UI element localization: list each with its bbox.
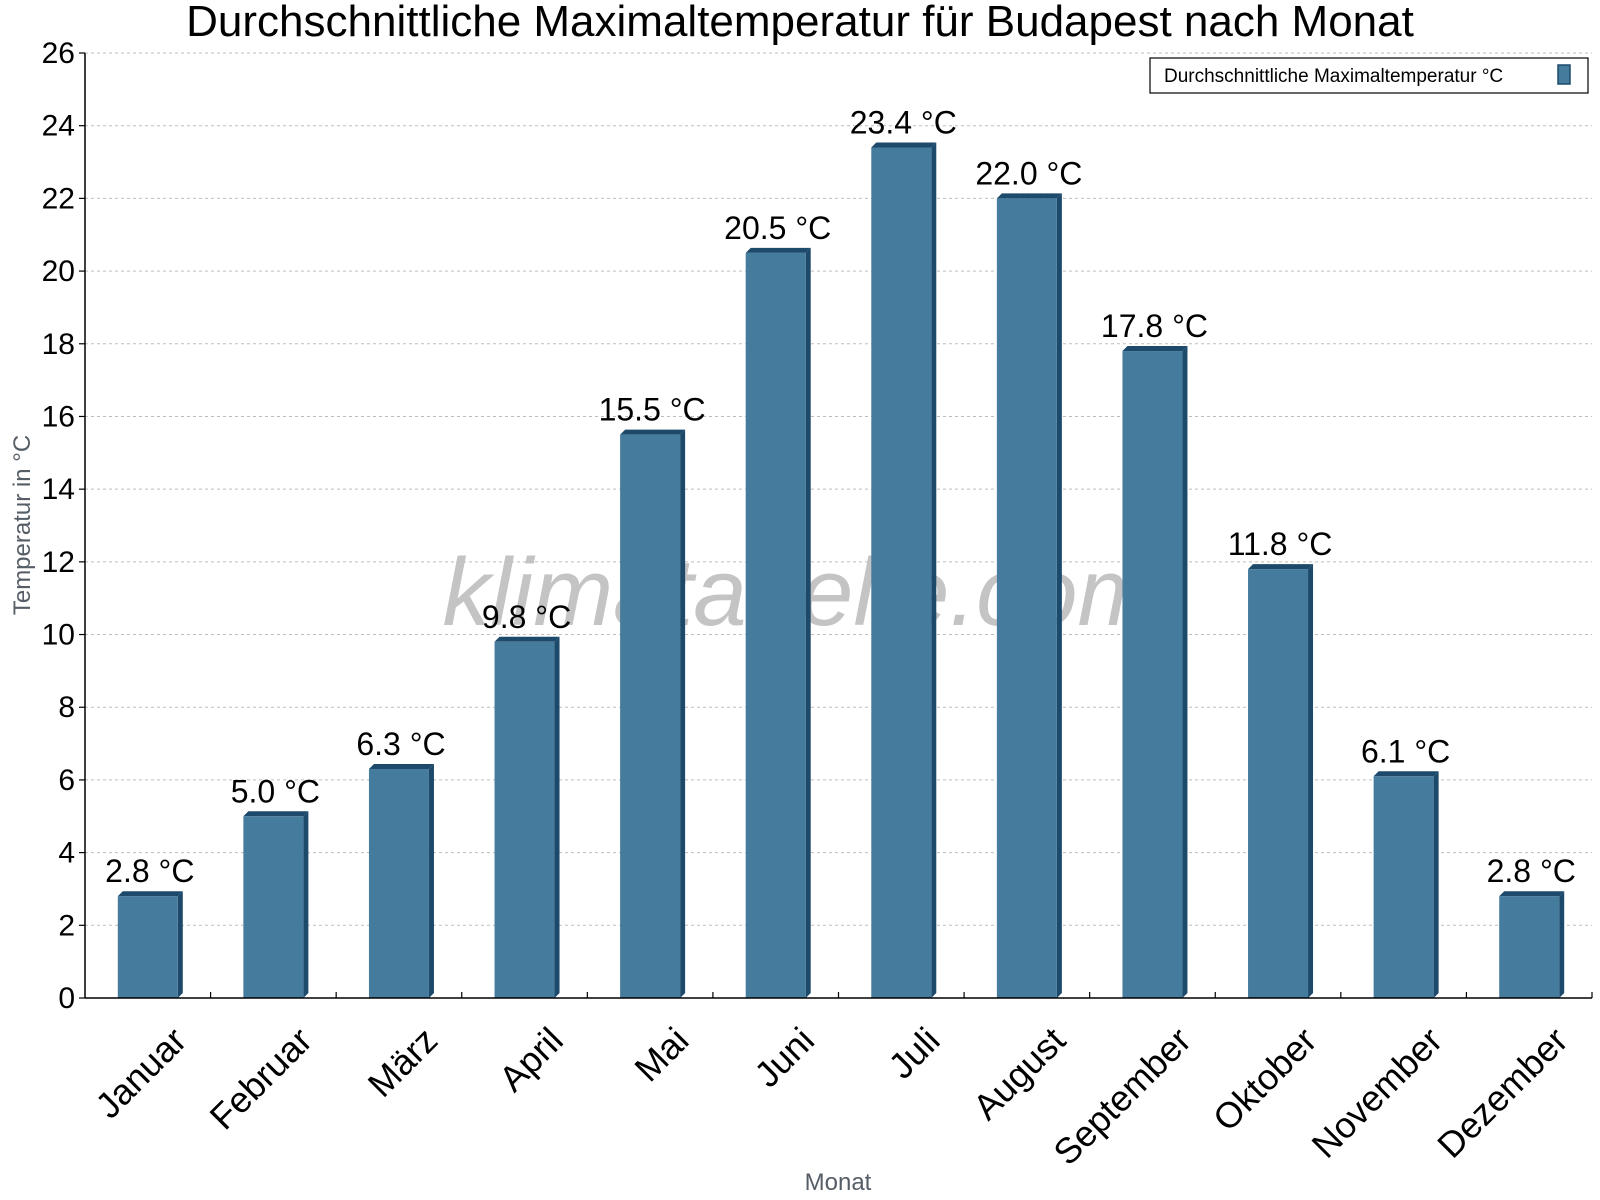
- legend: Durchschnittliche Maximaltemperatur °C: [1149, 57, 1589, 94]
- x-tick-label: Februar: [202, 1019, 320, 1137]
- axes: [84, 53, 1592, 999]
- bar-top: [243, 811, 309, 817]
- x-axis-ticks: Januar Februar März April Mai Juni Juli AugustS…: [87, 992, 1593, 1173]
- bar-side: [1182, 346, 1188, 998]
- bar-side: [1056, 193, 1062, 998]
- bar-top: [117, 891, 183, 897]
- x-tick-label: Juni: [746, 1019, 822, 1095]
- bar-side: [931, 142, 937, 998]
- bar-side: [680, 429, 686, 998]
- bar-side: [1308, 564, 1314, 998]
- bar: [117, 896, 178, 998]
- gridlines: [85, 52, 1592, 926]
- bar: [1373, 776, 1434, 998]
- x-tick-label: Oktober: [1205, 1019, 1325, 1139]
- bar-side: [554, 636, 560, 998]
- data-label: 20.5 °C: [724, 210, 831, 246]
- x-tick-label: Januar: [87, 1019, 194, 1126]
- bar-top: [620, 429, 686, 435]
- data-label: 11.8 °C: [1228, 526, 1333, 562]
- data-label: 23.4 °C: [850, 105, 957, 141]
- bar-side: [428, 764, 434, 998]
- bar: [745, 252, 806, 999]
- data-label: 17.8 °C: [1101, 308, 1208, 344]
- bar-side: [177, 891, 183, 998]
- bar-side: [1433, 771, 1439, 998]
- legend-swatch: [1557, 64, 1571, 85]
- bar-top: [996, 193, 1062, 199]
- data-label: 6.1 °C: [1361, 733, 1450, 769]
- bar-top: [871, 142, 937, 148]
- y-axis-label: Temperatur in °C: [9, 435, 36, 615]
- data-label: 6.3 °C: [356, 726, 445, 762]
- y-tick-label: 26: [42, 37, 75, 70]
- y-tick-label: 6: [58, 764, 75, 797]
- bar: [494, 641, 555, 998]
- data-label: 22.0 °C: [975, 155, 1082, 191]
- x-tick-label: April: [491, 1019, 571, 1099]
- x-tick-label: März: [360, 1019, 446, 1105]
- legend-label: Durchschnittliche Maximaltemperatur °C: [1164, 66, 1503, 87]
- y-tick-label: 20: [42, 255, 75, 288]
- bar-top: [1248, 564, 1314, 570]
- bar-top: [368, 764, 434, 770]
- bar-side: [805, 247, 811, 999]
- y-tick-label: 24: [42, 110, 75, 143]
- bar-top: [745, 247, 811, 253]
- chart-title: Durchschnittliche Maximaltemperatur für …: [186, 0, 1414, 46]
- y-tick-label: 12: [42, 546, 75, 579]
- x-tick-label: Mai: [626, 1019, 696, 1089]
- bar: [368, 769, 429, 998]
- bars: 2.8 °C 5.0 °C 6.3 °C 9.8 °C 15.5 °C 20.5 °C 23…: [105, 105, 1576, 999]
- y-tick-label: 22: [42, 182, 75, 215]
- x-tick-label: Juli: [880, 1019, 947, 1086]
- bar-top: [1499, 891, 1565, 897]
- bar: [1122, 351, 1183, 998]
- bar: [620, 434, 681, 998]
- y-tick-label: 2: [58, 909, 75, 942]
- data-label: 2.8 °C: [1487, 853, 1576, 889]
- x-tick-label: Dezember: [1429, 1019, 1575, 1165]
- y-tick-label: 18: [42, 328, 75, 361]
- y-tick-label: 8: [58, 691, 75, 724]
- y-tick-label: 4: [58, 837, 75, 870]
- bar-top: [494, 636, 560, 642]
- bar: [1499, 896, 1560, 998]
- x-axis-label: Monat: [805, 1169, 872, 1196]
- y-tick-label: 16: [42, 400, 75, 433]
- legend-box: [1149, 57, 1589, 94]
- x-tick-label: November: [1304, 1019, 1450, 1165]
- data-label: 5.0 °C: [231, 773, 320, 809]
- data-label: 15.5 °C: [599, 392, 706, 428]
- x-tick-label: August: [965, 1019, 1073, 1127]
- bar: [871, 147, 932, 998]
- bar-top: [1373, 771, 1439, 777]
- bar-side: [1559, 891, 1565, 998]
- bar-top: [1122, 346, 1188, 352]
- bar-side: [303, 811, 309, 998]
- y-tick-label: 14: [42, 473, 75, 506]
- data-label: 9.8 °C: [482, 599, 571, 635]
- bar: [243, 816, 304, 998]
- y-tick-label: 10: [42, 619, 75, 652]
- x-tick-label: September: [1045, 1019, 1199, 1173]
- data-label: 2.8 °C: [105, 853, 194, 889]
- bar: [1248, 569, 1309, 998]
- bar: [996, 198, 1057, 998]
- y-tick-label: 0: [58, 982, 75, 1015]
